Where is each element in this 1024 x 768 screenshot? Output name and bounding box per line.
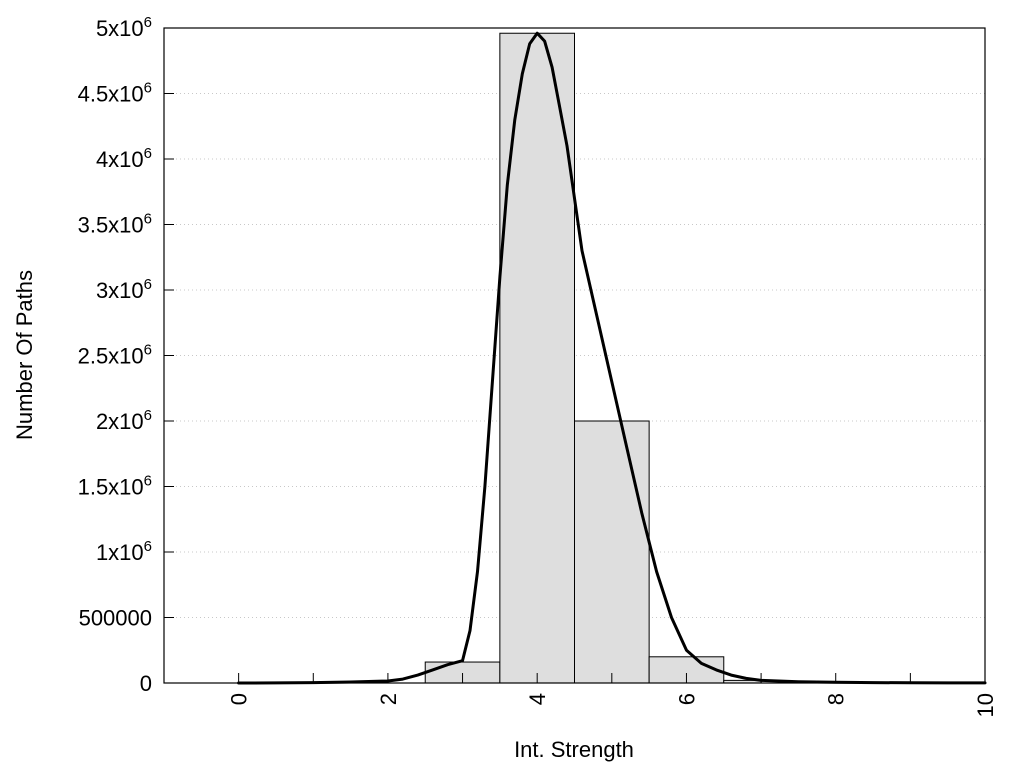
y-tick-label: 2.5x106 [78,342,152,369]
histogram-bar [574,420,650,684]
x-tick-label: 10 [973,693,998,717]
gridlines [164,93,985,618]
y-tick-label: 5x106 [96,14,152,41]
x-tick-labels: 0 2 4 6 8 10 [227,693,998,717]
y-axis-title: Number Of Paths [12,270,37,440]
x-tick-label: 6 [674,693,699,705]
y-tick-label: 4.5x106 [78,80,152,107]
y-tick-label: 500000 [79,606,152,631]
y-tick-label: 1.5x106 [78,473,152,500]
y-tick-label: 3x106 [96,276,152,303]
x-tick-label: 2 [376,693,401,705]
y-tick-labels: 0 500000 1x106 1.5x106 2x106 2.5x106 3x106 3.5x… [78,14,152,696]
histogram-bars [424,32,762,684]
y-tick-label: 2x106 [96,407,152,434]
x-tick-label: 4 [525,693,550,705]
x-axis-title: Int. Strength [514,737,634,762]
fit-curve-line [237,31,987,685]
x-tick-label: 0 [227,693,252,705]
fit-curve-group [237,31,987,685]
axis-ticks [164,27,986,684]
x-tick-label: 8 [824,693,849,705]
y-tick-label: 1x106 [96,538,152,565]
y-tick-label: 4x106 [96,145,152,172]
y-tick-label: 3.5x106 [78,211,152,238]
y-tick-label: 0 [140,671,152,696]
